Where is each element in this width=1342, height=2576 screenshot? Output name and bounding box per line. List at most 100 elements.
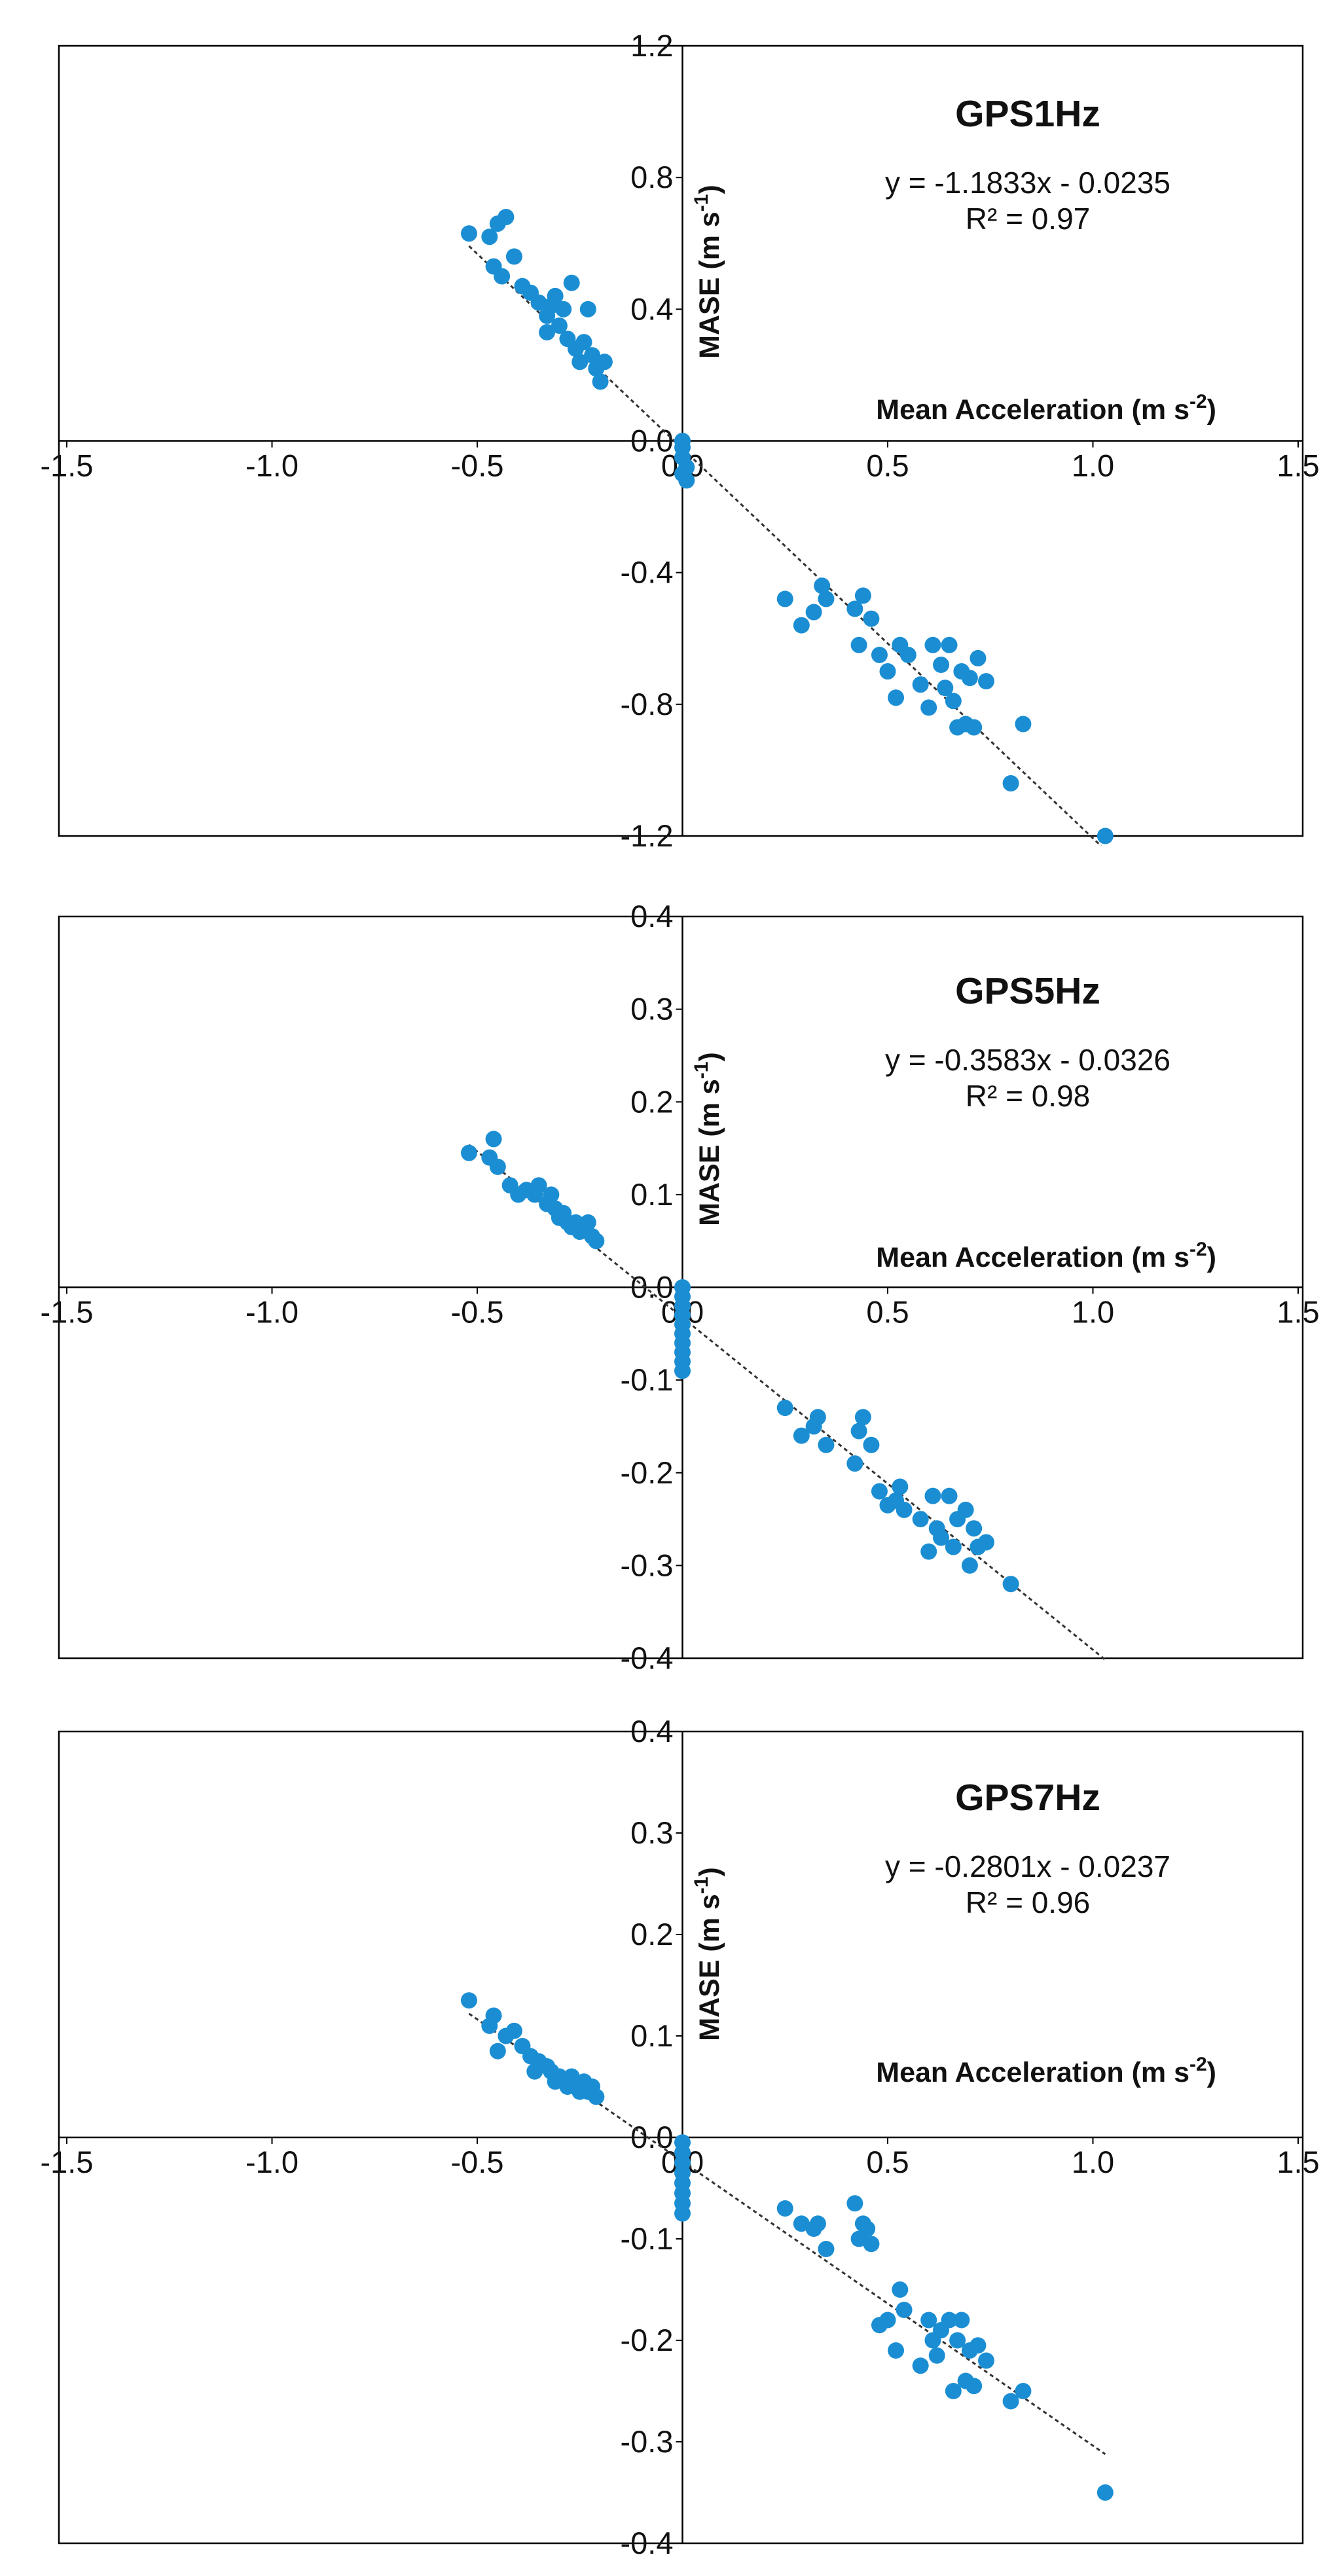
data-point — [966, 2378, 983, 2395]
data-point — [818, 590, 835, 608]
x-tick-label: 1.0 — [1072, 1295, 1114, 1330]
data-point — [551, 317, 568, 334]
data-point — [584, 347, 601, 364]
data-point — [966, 1520, 983, 1537]
y-tick-label: -0.8 — [621, 687, 674, 721]
data-point — [460, 1144, 477, 1161]
data-point — [854, 587, 871, 604]
y-tick-label: 0.2 — [630, 1084, 673, 1119]
data-point — [579, 300, 596, 317]
data-point — [854, 1409, 871, 1426]
x-tick-label: -1.5 — [41, 448, 94, 483]
data-point — [859, 2221, 876, 2237]
data-point — [912, 2357, 929, 2374]
data-point — [846, 600, 863, 617]
data-point — [596, 354, 613, 371]
data-point — [977, 2352, 994, 2369]
data-point — [912, 676, 929, 693]
y-tick-label: 0.1 — [630, 1177, 673, 1212]
data-point — [924, 1487, 941, 1504]
data-point — [547, 287, 564, 304]
y-tick-label: -0.4 — [621, 555, 674, 590]
data-point — [863, 610, 880, 627]
data-point — [941, 1487, 958, 1504]
data-point — [592, 373, 609, 390]
regression-equation: y = -1.1833x - 0.0235 — [885, 166, 1170, 200]
data-point — [892, 1478, 909, 1495]
data-point — [888, 2342, 905, 2359]
y-axis-label-text: MASE (m s — [694, 211, 725, 359]
y-tick-label: 1.2 — [630, 28, 673, 63]
data-point — [1097, 2484, 1114, 2501]
data-point — [579, 1214, 596, 1231]
data-point — [850, 1423, 867, 1440]
data-point — [953, 2312, 970, 2329]
y-axis-label: MASE (m s-1) — [691, 1052, 725, 1226]
data-point — [555, 300, 572, 317]
data-point — [1002, 2393, 1019, 2410]
y-tick-label: 0.3 — [630, 1815, 673, 1850]
x-tick-label: 1.0 — [1072, 448, 1114, 483]
data-point — [977, 1534, 994, 1551]
chart-title: GPS5Hz — [955, 970, 1100, 1012]
x-axis-label-end: ) — [1207, 394, 1216, 426]
data-point — [1097, 827, 1114, 844]
y-tick-label: 0.0 — [630, 424, 673, 458]
data-point — [1015, 2383, 1032, 2399]
y-tick-label: -0.1 — [621, 2221, 674, 2256]
data-point — [933, 656, 950, 673]
data-point — [863, 2236, 880, 2253]
y-tick-label: -1.2 — [621, 818, 674, 853]
x-axis-label-end: ) — [1207, 1242, 1216, 1273]
data-point — [575, 334, 592, 351]
data-point — [924, 636, 941, 653]
data-point — [505, 248, 522, 265]
data-point — [977, 673, 994, 690]
data-point — [674, 2205, 691, 2222]
x-tick-label: -1.0 — [245, 1295, 299, 1330]
data-point — [460, 1992, 477, 2009]
x-tick-label: 0.5 — [866, 448, 909, 483]
y-tick-label: 0.1 — [630, 2018, 673, 2053]
x-tick-labels: -1.5-1.0-0.50.00.51.01.5 — [41, 1295, 1320, 1330]
data-point — [941, 2312, 958, 2329]
data-point — [961, 1557, 978, 1574]
x-axis-label-end: ) — [1207, 2057, 1216, 2088]
data-point — [912, 1511, 929, 1528]
data-point — [888, 689, 905, 706]
y-axis-label: MASE (m s-1) — [691, 1867, 725, 2041]
data-point — [896, 1501, 913, 1518]
y-tick-label: -0.3 — [621, 2424, 674, 2459]
x-tick-label: -0.5 — [451, 1295, 504, 1330]
data-point — [961, 670, 978, 687]
data-point — [896, 2302, 913, 2318]
data-point — [949, 2332, 966, 2349]
data-point — [970, 649, 987, 666]
y-tick-label: 0.3 — [630, 992, 673, 1026]
data-point — [879, 663, 896, 680]
x-tick-label: 1.5 — [1277, 2145, 1319, 2179]
data-point — [494, 268, 511, 285]
data-point — [920, 2312, 937, 2329]
data-point — [489, 1158, 506, 1175]
data-point — [793, 1427, 810, 1444]
x-axis-label: Mean Acceleration (m s-2) — [876, 1239, 1216, 1273]
y-axis-label-end: ) — [694, 1867, 725, 1876]
data-points — [460, 1131, 1019, 1593]
y-tick-label: -0.2 — [621, 2323, 674, 2357]
y-tick-label: 0.8 — [630, 160, 673, 194]
y-axis-label: MASE (m s-1) — [691, 185, 725, 359]
y-tick-labels: 1.2 0.8 0.4 0.0 -0.4 -0.8 -1.2 — [621, 28, 674, 853]
y-axis-label-sup: -1 — [691, 1062, 712, 1079]
x-tick-label: -1.5 — [41, 2145, 94, 2179]
chart-panel-gps7hz: -1.5 -1.0 -0.5 0.0 0.5 1.0 1.5 0.4 0.3 0.2 0.1 0.0… — [41, 1714, 1320, 2560]
y-tick-label: 0.4 — [630, 899, 673, 934]
data-point — [485, 1131, 502, 1148]
y-tick-labels: 0.4 0.3 0.2 0.1 0.0 -0.1 -0.2 -0.3 -0.4 — [621, 899, 674, 1675]
x-axis-label-sup: -2 — [1189, 391, 1207, 412]
data-point — [776, 1400, 793, 1417]
data-point — [809, 2215, 826, 2232]
x-axis-label-text: Mean Acceleration (m s — [876, 1242, 1189, 1273]
data-point — [674, 1362, 691, 1379]
chart-panel-gps5hz: -1.5 -1.0 -0.5 0.0 0.5 1.0 1.5 0.4 0.3 0.2 0.1 0.0… — [41, 899, 1320, 1675]
